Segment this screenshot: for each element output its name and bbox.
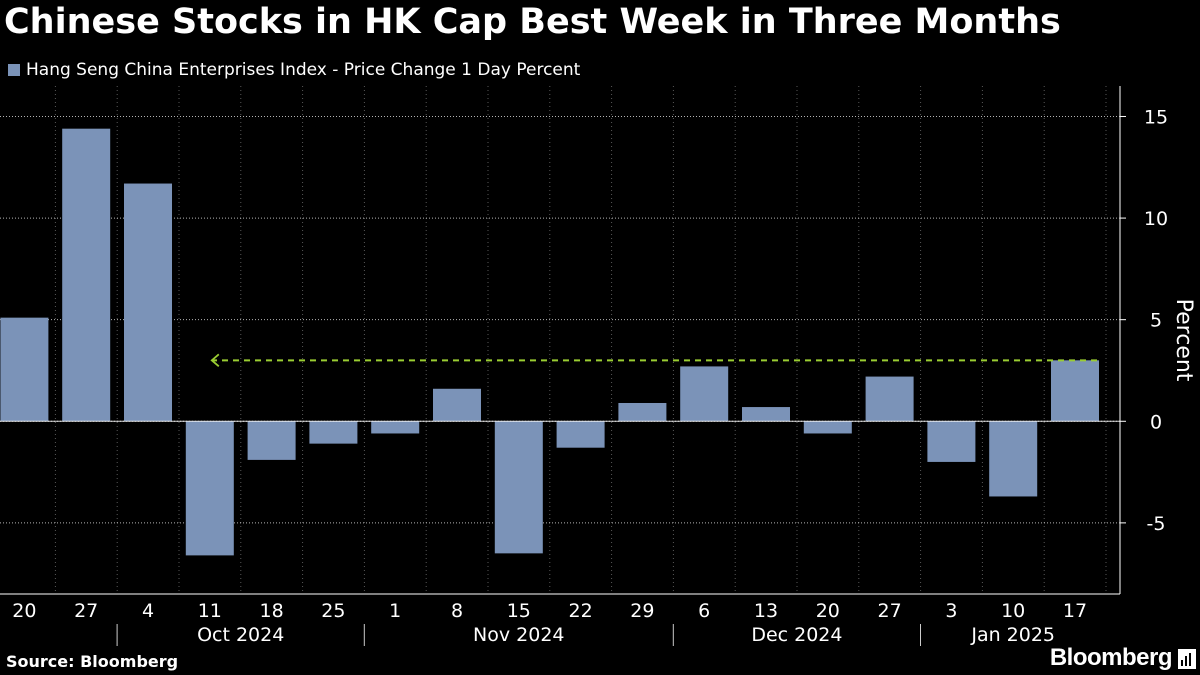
legend-label: Hang Seng China Enterprises Index - Pric…	[26, 60, 581, 80]
bar	[865, 376, 914, 422]
month-label: Dec 2024	[751, 624, 842, 646]
bar	[247, 421, 296, 460]
legend-swatch	[8, 64, 20, 76]
x-tick-label: 10	[1001, 600, 1025, 622]
source-note: Source: Bloomberg	[6, 652, 179, 671]
bar	[618, 402, 667, 422]
x-tick-label: 18	[260, 600, 284, 622]
x-tick-label: 3	[945, 600, 957, 622]
bar	[433, 388, 481, 422]
bar	[989, 421, 1038, 497]
bar	[803, 421, 852, 434]
x-tick-label: 22	[569, 600, 593, 622]
month-label: Oct 2024	[197, 624, 284, 646]
bar	[185, 421, 234, 556]
bar	[742, 407, 790, 422]
bar	[927, 421, 976, 462]
x-tick-label: 29	[630, 600, 654, 622]
x-tick-label: 8	[451, 600, 463, 622]
x-tick-label: 11	[198, 600, 222, 622]
bar	[309, 421, 358, 444]
x-tick-label: 15	[507, 600, 531, 622]
month-label: Nov 2024	[473, 624, 564, 646]
bar	[556, 421, 605, 448]
x-tick-label: 1	[389, 600, 401, 622]
x-tick-label: 27	[74, 600, 98, 622]
x-tick-label: 4	[142, 600, 154, 622]
chart-title: Chinese Stocks in HK Cap Best Week in Th…	[4, 2, 1061, 42]
bar	[680, 366, 729, 422]
y-tick-label: 5	[1150, 310, 1162, 332]
y-tick-label: 0	[1150, 411, 1162, 433]
x-tick-label: 13	[754, 600, 778, 622]
y-tick-label: -5	[1147, 513, 1166, 535]
brand-logo: Bloomberg	[1049, 644, 1173, 671]
bar	[0, 317, 49, 422]
bar	[124, 183, 172, 422]
x-tick-label: 20	[816, 600, 840, 622]
x-tick-label: 27	[878, 600, 902, 622]
y-tick-label: 10	[1144, 208, 1168, 230]
y-tick-label: 15	[1144, 106, 1168, 128]
y-axis-title: Percent	[1171, 299, 1196, 382]
x-tick-label: 25	[321, 600, 345, 622]
legend: Hang Seng China Enterprises Index - Pric…	[8, 60, 580, 80]
bar	[62, 128, 111, 422]
brand-icon	[1178, 649, 1196, 669]
month-label: Jan 2025	[970, 624, 1055, 646]
x-tick-label: 6	[698, 600, 710, 622]
annotation-arrowhead	[210, 353, 220, 368]
bar	[494, 421, 543, 554]
x-tick-label: 17	[1063, 600, 1087, 622]
bar	[371, 421, 420, 434]
x-tick-label: 20	[12, 600, 36, 622]
bar	[1051, 360, 1099, 422]
